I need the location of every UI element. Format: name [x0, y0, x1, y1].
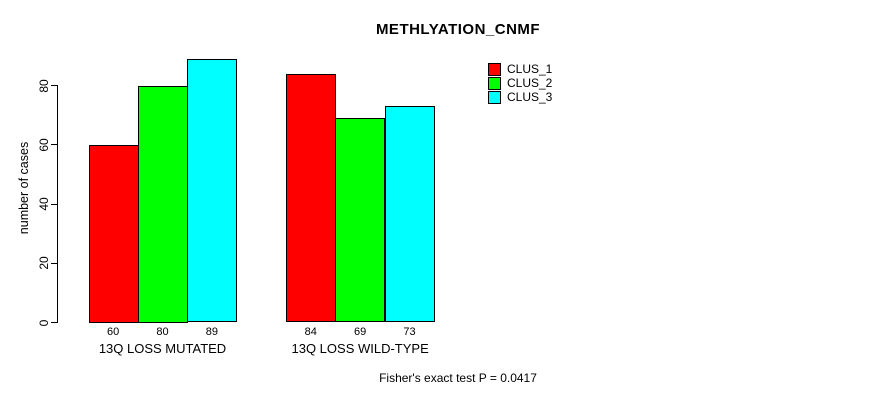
- bar-clus_1: [286, 73, 337, 323]
- bar-value-label: 89: [205, 326, 218, 338]
- category-label: 13Q LOSS WILD-TYPE: [291, 341, 429, 356]
- y-axis-tick-label: 40: [37, 197, 51, 211]
- y-axis-tick-label: 80: [37, 78, 51, 93]
- y-axis-tick-label: 0: [37, 319, 51, 326]
- bar-clus_1: [88, 144, 139, 323]
- legend-item: CLUS_1: [488, 62, 552, 76]
- bar-value-label: 84: [304, 326, 317, 338]
- y-axis-tick: [51, 262, 57, 264]
- bar-value-label: 80: [156, 326, 169, 338]
- y-axis-tick: [51, 144, 57, 146]
- y-axis-line: [57, 85, 58, 323]
- bar-value-label: 69: [354, 326, 367, 338]
- legend-label: CLUS_1: [507, 62, 553, 76]
- chart-title: METHLYATION_CNMF: [375, 21, 541, 38]
- y-axis-tick: [51, 203, 57, 205]
- bar-clus_2: [335, 118, 386, 323]
- legend: CLUS_1 CLUS_2 CLUS_3: [488, 62, 552, 104]
- y-axis-tick: [51, 322, 57, 323]
- legend-swatch-clus_2: [488, 76, 501, 90]
- y-axis-tick-label: 20: [37, 256, 51, 270]
- bar-value-label: 60: [107, 326, 120, 338]
- y-axis-tick: [51, 85, 57, 86]
- footnote-text: Fisher's exact test P = 0.0417: [379, 371, 537, 385]
- legend-swatch-clus_3: [488, 90, 501, 104]
- y-axis-tick-label: 60: [37, 138, 51, 152]
- legend-swatch-clus_1: [488, 62, 501, 76]
- legend-item: CLUS_3: [488, 90, 552, 104]
- legend-label: CLUS_3: [507, 90, 553, 104]
- bar-clus_2: [137, 85, 188, 323]
- category-label: 13Q LOSS MUTATED: [98, 341, 227, 356]
- legend-item: CLUS_2: [488, 76, 552, 90]
- legend-label: CLUS_2: [507, 76, 553, 90]
- bar-clus_3: [187, 58, 238, 323]
- bar-value-label: 73: [403, 326, 416, 338]
- bar-clus_3: [384, 106, 435, 323]
